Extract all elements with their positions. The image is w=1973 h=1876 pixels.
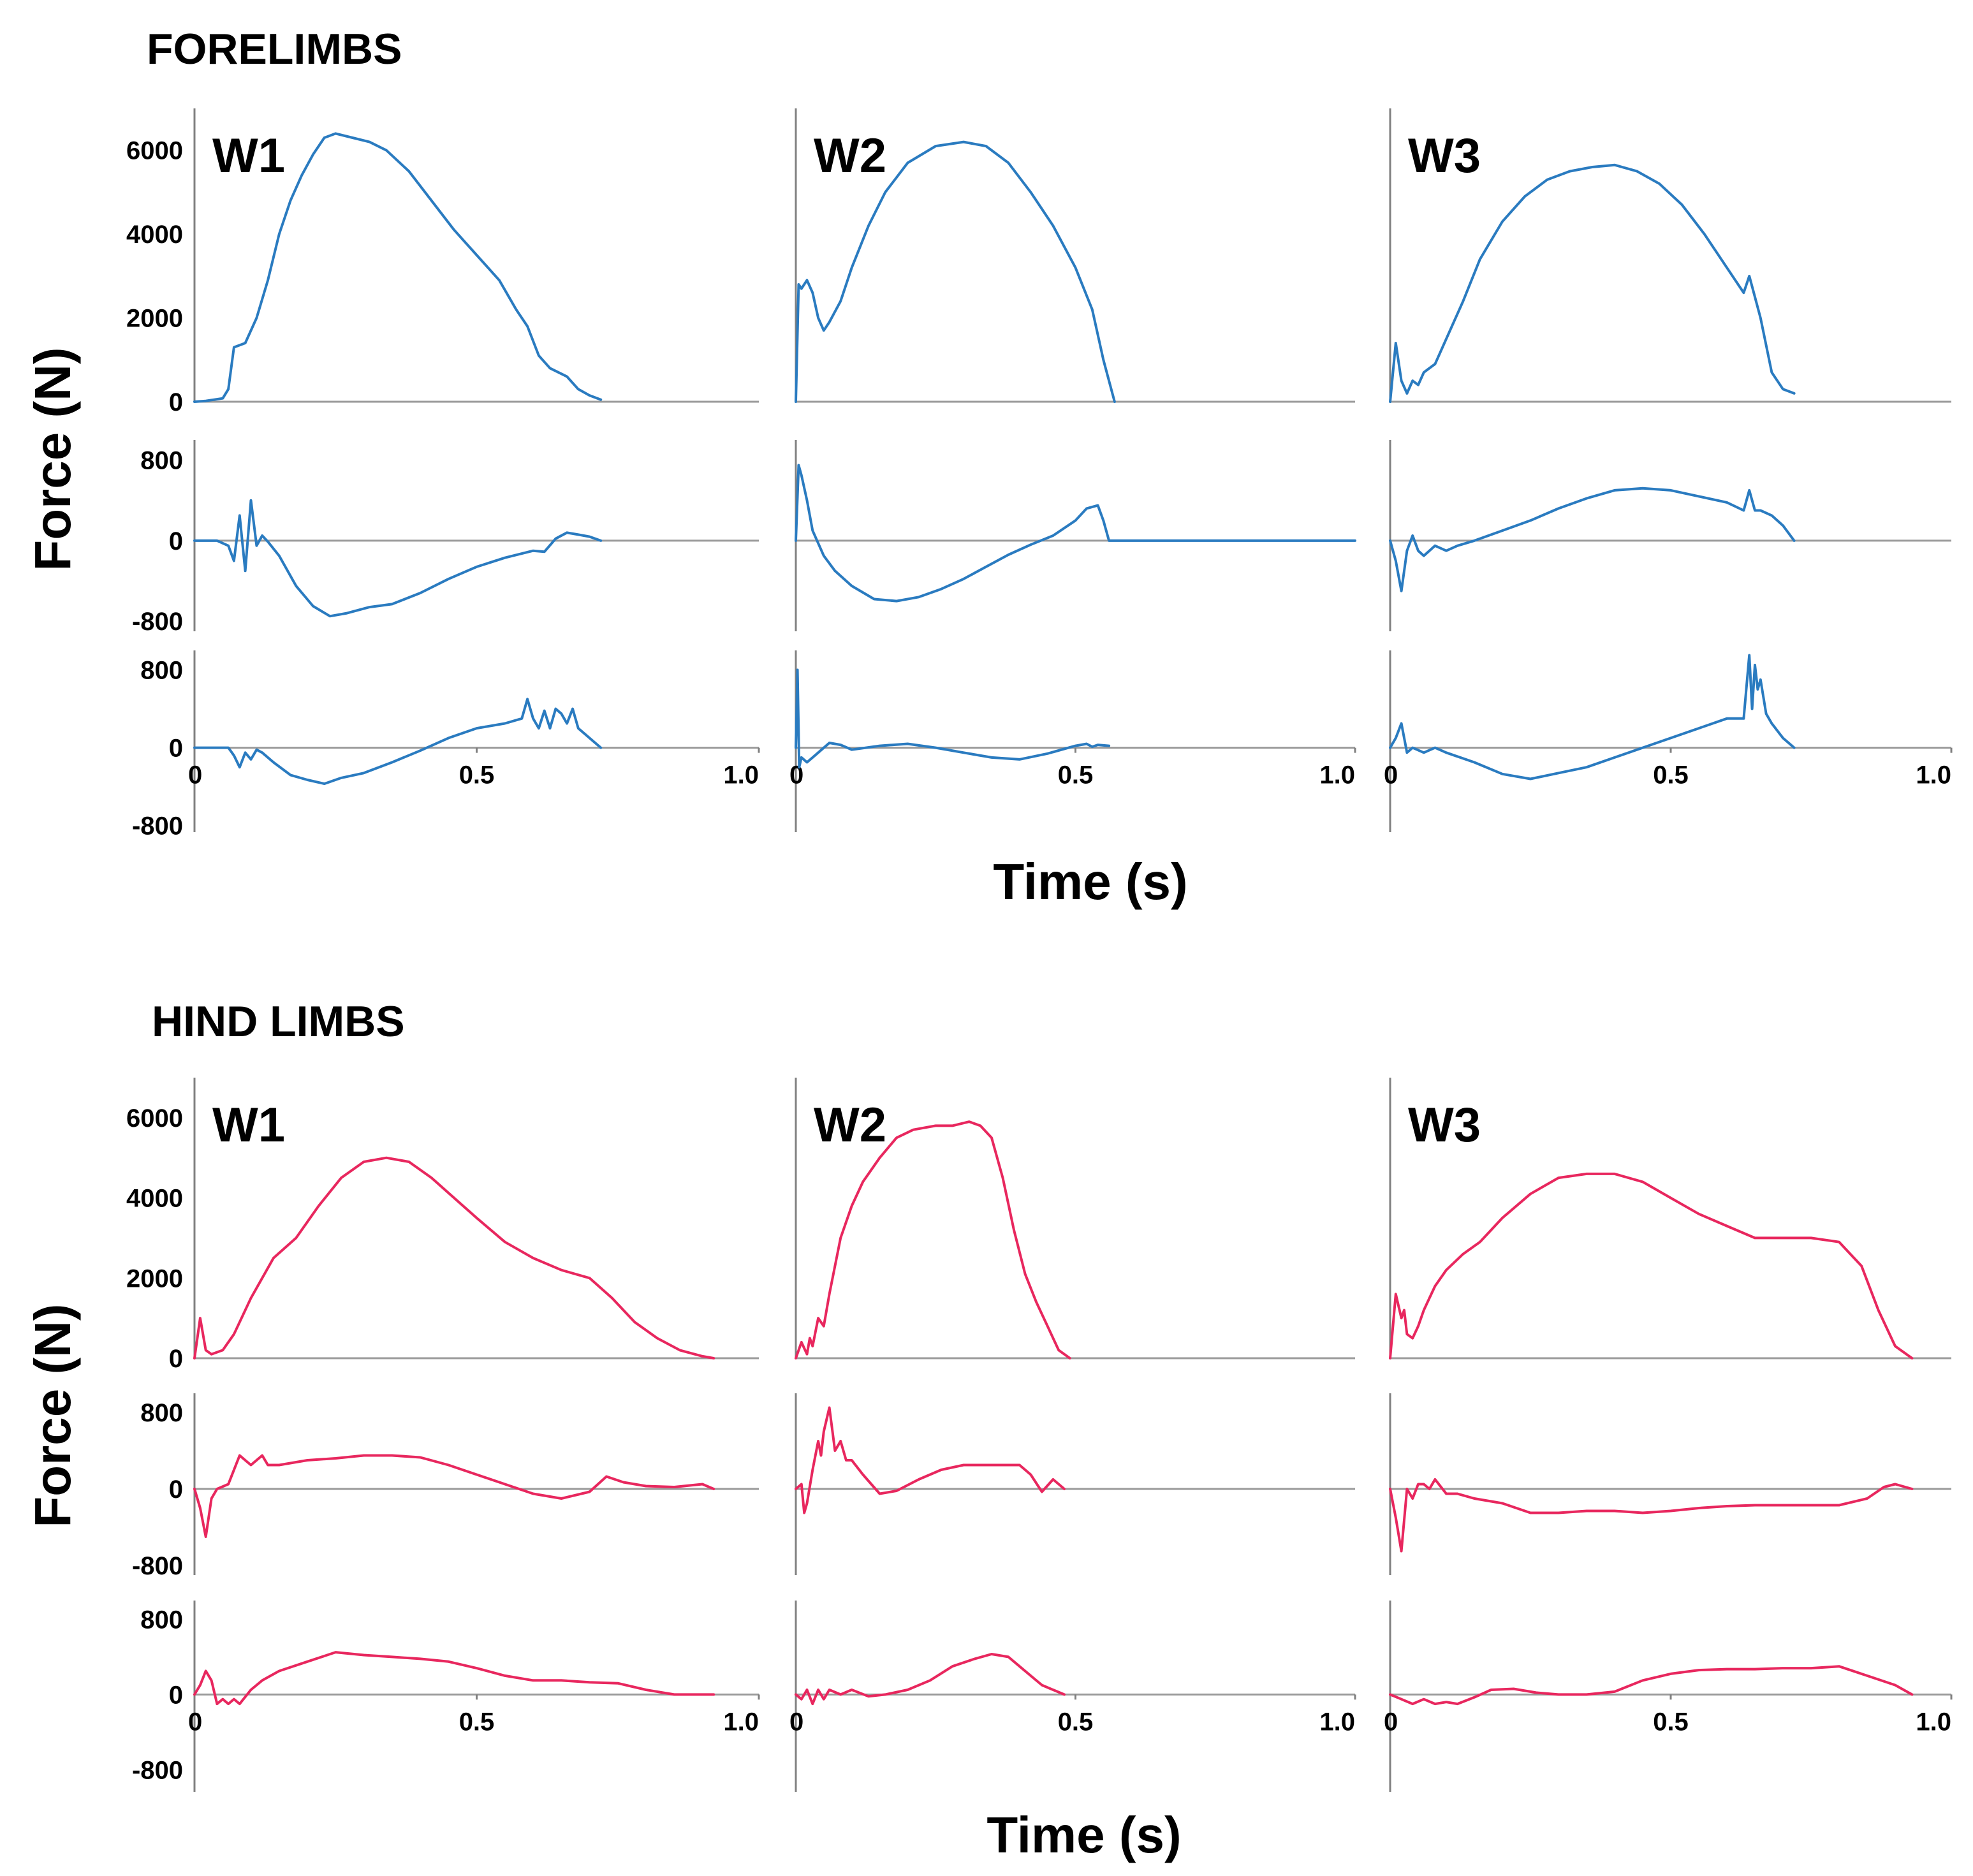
- y-tick-label: 6000: [126, 1104, 183, 1132]
- x-tick-label: 0.5: [1653, 761, 1689, 789]
- force-trace-line: [1389, 1172, 1914, 1359]
- subplot-row-3: 0 0.5 1.0: [789, 1601, 1356, 1792]
- force-trace-line: [795, 140, 1116, 403]
- y-tick-label: 800: [140, 447, 183, 475]
- x-tick-label: 1.0: [1916, 761, 1951, 789]
- force-trace-line: [193, 698, 603, 786]
- subplot-row-2: -800 0 800: [132, 1393, 759, 1580]
- hindlimbs-w2-column: W2 0 0.5 1.0: [789, 1078, 1356, 1792]
- hindlimbs-w3-column: W3 0 0.5 1.0: [1384, 1078, 1953, 1792]
- y-tick-label: 4000: [126, 221, 183, 249]
- panel-label-w1: W1: [212, 129, 285, 183]
- force-trace-line: [1389, 1478, 1914, 1553]
- subplot-row-3: 0 0.5 1.0: [1384, 650, 1953, 832]
- y-tick-label: 0: [169, 1476, 183, 1504]
- y-tick-label: 0: [169, 735, 183, 763]
- hindlimbs-section: HIND LIMBS Force (N) Time (s) W1 0 2000 4000 60…: [24, 997, 1953, 1863]
- force-trace-line: [795, 464, 1356, 603]
- forelimbs-w3-column: W3 0 0.5 1.0: [1384, 108, 1953, 832]
- x-tick-label: 0.5: [1653, 1708, 1689, 1736]
- panel-label-w2: W2: [814, 129, 886, 183]
- subplot-row-1: 0 2000 4000 6000: [126, 1078, 759, 1373]
- subplot-row-2: [1389, 440, 1951, 631]
- hindlimbs-title: HIND LIMBS: [152, 997, 405, 1046]
- x-tick-label: 1.0: [1319, 761, 1355, 789]
- subplot-row-1: [1389, 1078, 1951, 1359]
- panel-label-w2: W2: [814, 1098, 886, 1152]
- subplot-row-2: -800 0 800: [132, 440, 759, 636]
- x-tick-label: 1.0: [723, 1708, 759, 1736]
- subplot-row-3: 0 0.5 1.0: [789, 650, 1356, 832]
- force-trace-line: [1389, 163, 1796, 403]
- force-trace-line: [193, 132, 603, 403]
- x-tick-label: 0.5: [1058, 1708, 1094, 1736]
- y-tick-label: 2000: [126, 305, 183, 333]
- x-tick-label: 0: [188, 761, 202, 789]
- y-tick-label: 800: [140, 1606, 183, 1634]
- subplot-row-1: 0 2000 4000 6000: [126, 108, 759, 416]
- panel-label-w1: W1: [212, 1098, 285, 1152]
- subplot-row-1: [795, 1078, 1355, 1359]
- forelimbs-w2-column: W2 0 0.5 1.0: [789, 108, 1356, 832]
- x-tick-label: 0: [1384, 761, 1398, 789]
- x-tick-label: 1.0: [723, 761, 759, 789]
- y-tick-label: 2000: [126, 1264, 183, 1293]
- y-tick-label: -800: [132, 812, 183, 840]
- forelimbs-title: FORELIMBS: [147, 25, 402, 73]
- subplot-row-1: [795, 108, 1355, 403]
- y-tick-label: -800: [132, 1756, 183, 1784]
- y-tick-label: 0: [169, 1345, 183, 1373]
- y-tick-label: 0: [169, 1681, 183, 1709]
- x-tick-label: 1.0: [1916, 1708, 1951, 1736]
- force-trace-line: [1389, 487, 1796, 592]
- force-trace-line: [193, 1454, 715, 1538]
- forelimbs-section: FORELIMBS Force (N) Time (s) W1 0 2000 4000 600…: [24, 25, 1953, 910]
- y-tick-label: 6000: [126, 137, 183, 165]
- force-trace-line: [193, 1156, 715, 1359]
- panel-label-w3: W3: [1408, 1098, 1481, 1152]
- x-tick-label: 0: [789, 1708, 803, 1736]
- x-tick-label: 0.5: [459, 761, 495, 789]
- subplot-row-2: [795, 440, 1356, 631]
- force-trace-line: [1389, 654, 1796, 780]
- y-tick-label: 800: [140, 1399, 183, 1427]
- y-tick-label: -800: [132, 1552, 183, 1580]
- forelimbs-x-axis-title: Time (s): [993, 853, 1187, 910]
- forelimbs-y-axis-title: Force (N): [24, 347, 81, 571]
- force-trace-line: [795, 1120, 1071, 1359]
- x-tick-label: 0: [1384, 1708, 1398, 1736]
- force-trace-line: [795, 668, 1111, 769]
- force-trace-line: [193, 499, 603, 618]
- x-tick-label: 0.5: [459, 1708, 495, 1736]
- force-trace-line: [795, 1406, 1066, 1514]
- x-tick-label: 0: [789, 761, 803, 789]
- subplot-row-2: [795, 1393, 1355, 1575]
- y-tick-label: -800: [132, 608, 183, 636]
- subplot-row-3: 0 0.5 1.0: [1384, 1601, 1953, 1792]
- x-tick-label: 0.5: [1058, 761, 1094, 789]
- force-trace-line: [193, 1651, 715, 1706]
- panel-label-w3: W3: [1408, 129, 1481, 183]
- y-tick-label: 0: [169, 527, 183, 555]
- x-tick-label: 0: [188, 1708, 202, 1736]
- force-trace-line: [795, 1653, 1066, 1706]
- subplot-row-1: [1389, 108, 1951, 403]
- subplot-row-2: [1389, 1393, 1951, 1575]
- y-tick-label: 800: [140, 657, 183, 685]
- y-tick-label: 4000: [126, 1185, 183, 1213]
- force-trace-line: [1389, 1665, 1914, 1706]
- y-tick-label: 0: [169, 388, 183, 416]
- hindlimbs-y-axis-title: Force (N): [24, 1303, 81, 1527]
- hindlimbs-x-axis-title: Time (s): [986, 1806, 1181, 1863]
- x-tick-label: 1.0: [1319, 1708, 1355, 1736]
